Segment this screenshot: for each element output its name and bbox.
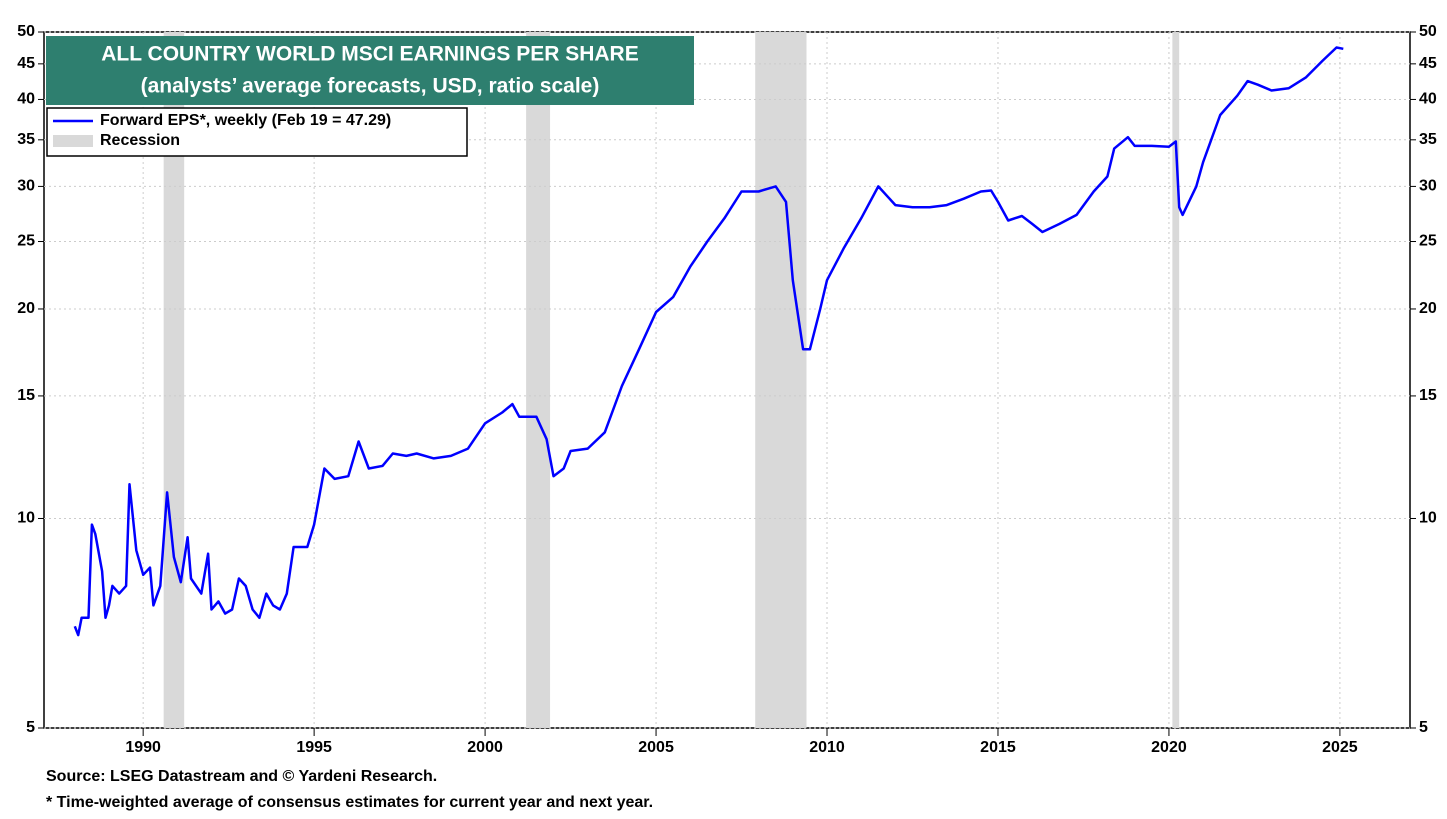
x-tick-label: 2015 <box>980 739 1016 756</box>
x-tick-label: 2000 <box>467 739 503 756</box>
y2-tick-label: 45 <box>1419 55 1437 72</box>
y2-tick-label: 20 <box>1419 300 1437 317</box>
legend-box <box>46 107 468 157</box>
recession-band <box>526 32 551 728</box>
y-tick-label: 35 <box>17 131 35 148</box>
recession-band <box>163 32 185 728</box>
title-box <box>46 36 694 105</box>
recession-band <box>755 32 807 728</box>
y-tick-label: 45 <box>17 55 35 72</box>
x-tick-label: 1990 <box>125 739 161 756</box>
legend-label: Forward EPS*, weekly (Feb 19 = 47.29) <box>100 112 391 129</box>
y-tick-label: 20 <box>17 300 35 317</box>
y-tick-label: 50 <box>17 23 35 40</box>
source-note: Source: LSEG Datastream and © Yardeni Re… <box>46 768 437 785</box>
y-tick-label: 10 <box>17 510 35 527</box>
recession-band <box>1172 32 1180 728</box>
x-tick-label: 2025 <box>1322 739 1358 756</box>
eps-line <box>73 46 1344 637</box>
y2-tick-label: 50 <box>1419 23 1437 40</box>
chart-title: ALL COUNTRY WORLD MSCI EARNINGS PER SHAR… <box>101 43 638 66</box>
y-tick-label: 40 <box>17 91 35 108</box>
y2-tick-label: 10 <box>1419 510 1437 527</box>
x-tick-label: 1995 <box>296 739 332 756</box>
y-tick-label: 30 <box>17 178 35 195</box>
y-tick-label: 5 <box>26 719 35 736</box>
y2-tick-label: 25 <box>1419 233 1437 250</box>
plot-frame <box>43 31 1411 729</box>
legend-label: Recession <box>100 132 180 149</box>
y2-tick-label: 5 <box>1419 719 1428 736</box>
y2-tick-label: 30 <box>1419 178 1437 195</box>
x-tick-label: 2010 <box>809 739 845 756</box>
y-tick-label: 25 <box>17 233 35 250</box>
y2-tick-label: 15 <box>1419 387 1437 404</box>
chart-subtitle: (analysts’ average forecasts, USD, ratio… <box>141 75 600 98</box>
y2-tick-label: 35 <box>1419 131 1437 148</box>
x-tick-label: 2020 <box>1151 739 1187 756</box>
footnote: * Time-weighted average of consensus est… <box>46 794 653 811</box>
legend-recession-swatch <box>53 135 93 147</box>
x-tick-label: 2005 <box>638 739 674 756</box>
y-tick-label: 15 <box>17 387 35 404</box>
y2-tick-label: 40 <box>1419 91 1437 108</box>
